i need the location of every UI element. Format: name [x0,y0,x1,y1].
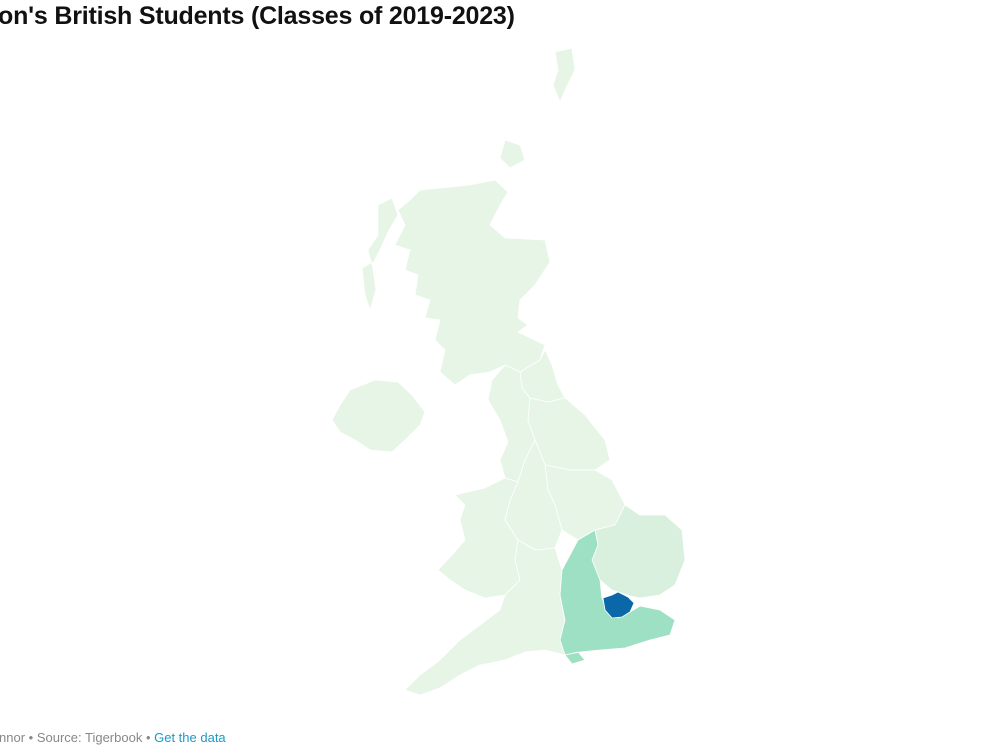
chart-footer: nnor • Source: Tigerbook • Get the data [0,730,226,745]
credit-text: nnor [0,730,26,745]
region-south-west[interactable]: South West [404,539,566,696]
get-the-data-link[interactable]: Get the data [154,730,226,745]
region-yorkshire-and-the-humber[interactable]: Yorkshire and the Humber [527,397,611,471]
region-scotland[interactable]: Scotland [361,47,576,386]
region-london[interactable]: London [602,591,635,619]
separator: • [142,730,155,745]
source-text: Source: Tigerbook [36,730,143,745]
region-wales[interactable]: Wales [437,477,521,599]
chart-title: on's British Students (Classes of 2019-2… [0,2,515,30]
separator: • [25,730,37,745]
region-south-east[interactable]: South East [559,529,676,665]
region-northern-ireland[interactable]: Northern Ireland [331,379,426,453]
